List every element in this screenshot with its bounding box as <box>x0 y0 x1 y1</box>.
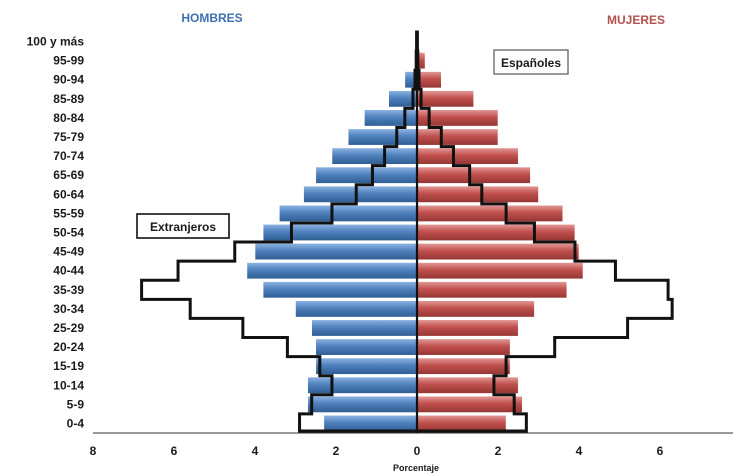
bar-hombres-30-34 <box>295 300 418 318</box>
bar-hombres-25-29 <box>311 319 418 337</box>
espanoles-annotation-box <box>493 49 569 75</box>
category-label: 45-49 <box>53 245 84 259</box>
extranjeros-mujeres-outline <box>415 30 674 433</box>
espanoles-annotation: Españoles <box>493 49 569 75</box>
x-tick-label: 4 <box>576 444 583 458</box>
bar-hombres-20-24 <box>315 338 418 356</box>
bar-mujeres-5-9 <box>416 395 523 413</box>
bar-mujeres-30-34 <box>416 300 535 318</box>
bar-mujeres-25-29 <box>416 319 519 337</box>
labels-layer: 8 6 4 2 0 2 4 6 0-4 5-9 10-14 15-19 20-24 25-29 30-34 3… <box>27 35 664 458</box>
category-label: 40-44 <box>53 264 84 278</box>
bar-mujeres-10-14 <box>416 376 519 394</box>
category-label: 65-69 <box>53 168 84 182</box>
bar-mujeres-50-54 <box>416 223 576 242</box>
category-label: 75-79 <box>53 130 84 144</box>
bar-hombres-70-74 <box>331 147 418 165</box>
bar-mujeres-85-89 <box>416 90 475 108</box>
bar-hombres-5-9 <box>307 395 418 413</box>
espanoles-annotation-text: Españoles <box>501 56 561 70</box>
bar-hombres-35-39 <box>262 281 418 299</box>
category-label: 100 y más <box>27 35 85 49</box>
category-label: 95-99 <box>53 54 84 68</box>
bar-hombres-15-19 <box>315 357 418 375</box>
category-label: 0-4 <box>67 416 85 430</box>
category-label: 70-74 <box>53 149 84 163</box>
x-axis-label: Porcentaje <box>393 463 439 473</box>
category-label: 15-19 <box>53 359 84 373</box>
axis-layer <box>93 32 733 434</box>
left-header: HOMBRES <box>181 11 242 25</box>
x-tick-label: 4 <box>252 444 259 458</box>
bar-hombres-40-44 <box>246 262 418 280</box>
bar-mujeres-90-94 <box>416 71 442 89</box>
bar-mujeres-60-64 <box>416 185 539 203</box>
bar-mujeres-65-69 <box>416 166 531 184</box>
extranjeros-annotation: Extranjeros <box>136 213 230 239</box>
bar-mujeres-35-39 <box>416 281 568 299</box>
x-tick-label: 6 <box>171 444 178 458</box>
extranjeros-hombres-outline <box>140 30 419 433</box>
bars-layer <box>246 33 584 432</box>
bar-hombres-65-69 <box>315 166 418 184</box>
category-label: 10-14 <box>53 378 84 392</box>
x-tick-label: 6 <box>657 444 664 458</box>
category-label: 25-29 <box>53 321 84 335</box>
bar-hombres-80-84 <box>364 109 418 127</box>
outline-layer <box>140 30 674 433</box>
bar-hombres-10-14 <box>307 376 418 394</box>
bar-hombres-60-64 <box>303 185 418 203</box>
bar-mujeres-15-19 <box>416 357 511 375</box>
category-label: 30-34 <box>53 302 84 316</box>
extranjeros-annotation-text: Extranjeros <box>150 220 216 234</box>
bar-mujeres-20-24 <box>416 338 511 356</box>
bar-mujeres-70-74 <box>416 147 519 165</box>
category-label: 20-24 <box>53 340 84 354</box>
bar-hombres-75-79 <box>347 128 418 146</box>
extranjeros-annotation-box <box>136 213 230 239</box>
bar-mujeres-55-59 <box>416 204 564 222</box>
bar-hombres-55-59 <box>278 204 418 222</box>
bar-mujeres-0-4 <box>416 414 507 432</box>
category-label: 80-84 <box>53 111 84 125</box>
bar-mujeres-75-79 <box>416 128 499 146</box>
category-label: 35-39 <box>53 283 84 297</box>
x-tick-label: 2 <box>333 444 340 458</box>
category-label: 90-94 <box>53 73 84 87</box>
x-tick-label: 0 <box>414 444 421 458</box>
x-tick-label: 8 <box>90 444 97 458</box>
x-tick-label: 2 <box>495 444 502 458</box>
bar-mujeres-40-44 <box>416 262 584 280</box>
category-label: 50-54 <box>53 226 84 240</box>
category-label: 60-64 <box>53 187 84 201</box>
right-header: MUJERES <box>607 13 665 27</box>
category-label: 85-89 <box>53 92 84 106</box>
bar-mujeres-45-49 <box>416 243 580 261</box>
category-label: 5-9 <box>67 397 85 411</box>
bar-hombres-50-54 <box>262 223 418 242</box>
bar-hombres-0-4 <box>323 414 418 432</box>
category-label: 55-59 <box>53 206 84 220</box>
bar-hombres-45-49 <box>254 243 418 261</box>
